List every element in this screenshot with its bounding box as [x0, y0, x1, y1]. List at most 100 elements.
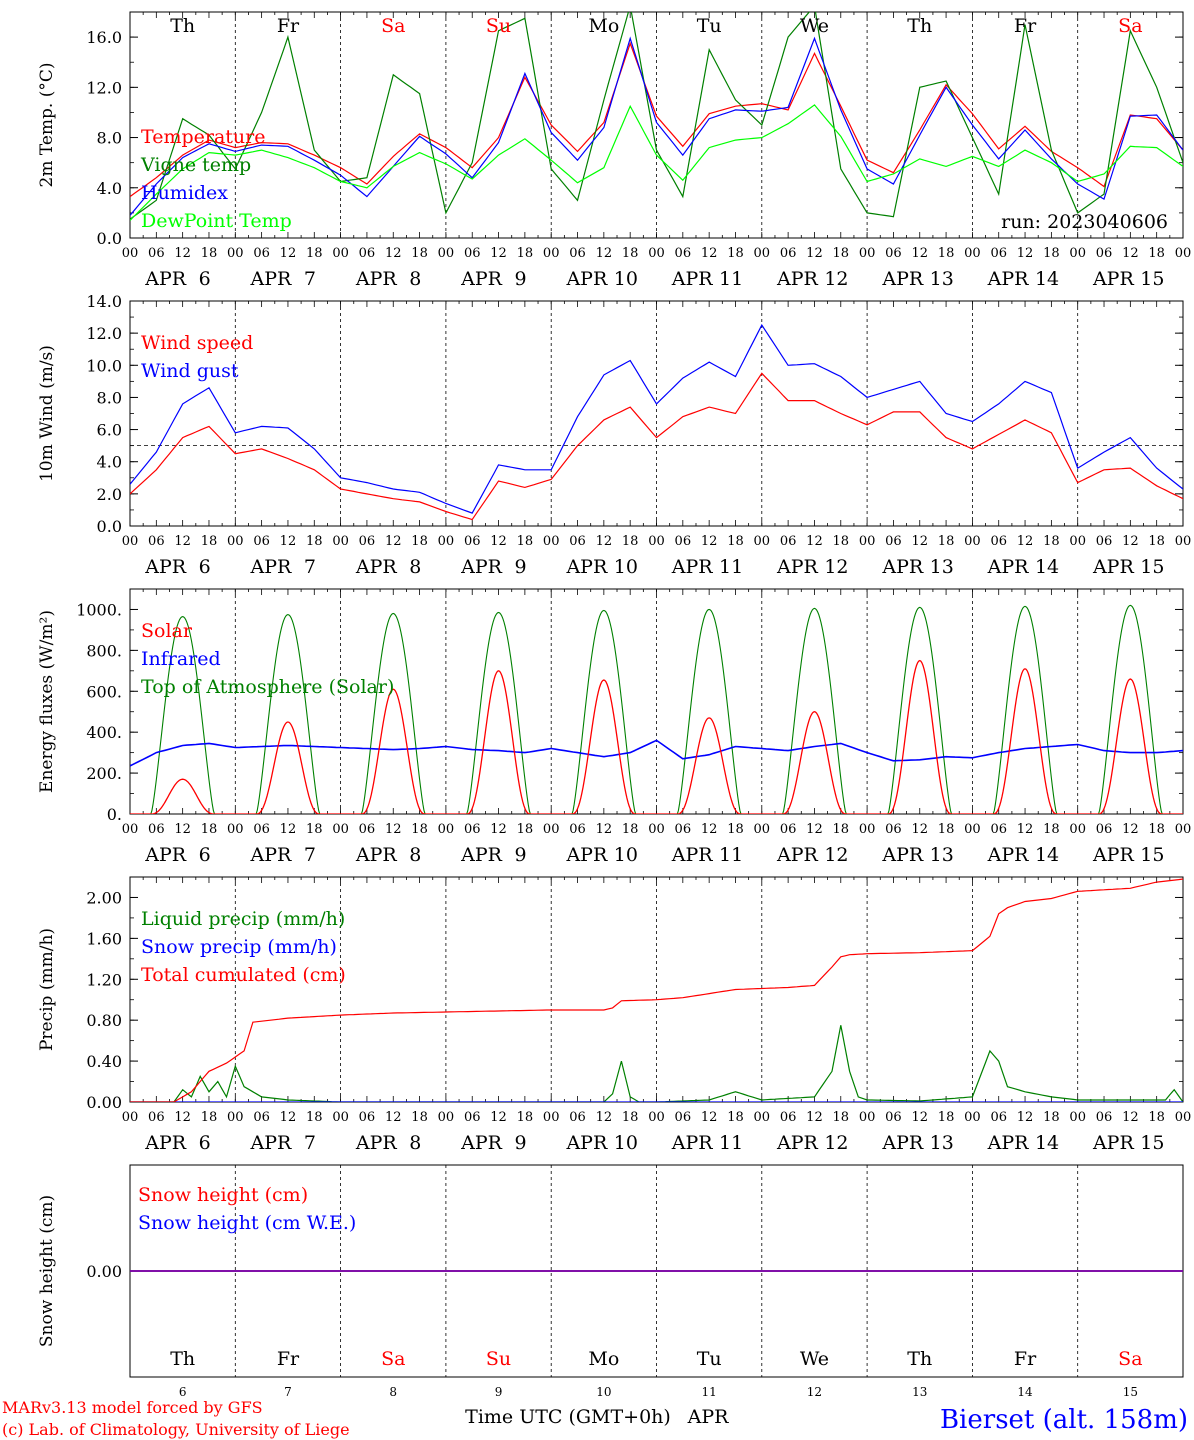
date-month: APR: [355, 556, 398, 578]
x-tick-label: 00: [754, 534, 771, 549]
x-tick-label: 06: [359, 822, 376, 837]
x-tick-label: 00: [1175, 246, 1192, 261]
weekday-label: Sa: [381, 15, 405, 37]
date-day: 13: [930, 556, 954, 578]
date-month: APR: [460, 268, 503, 290]
x-tick-label: 06: [464, 246, 481, 261]
x-tick-label: 18: [1043, 1110, 1060, 1125]
date-day: 13: [930, 1132, 954, 1154]
x-tick-label: 12: [174, 1110, 191, 1125]
x-tick-label: 12: [701, 534, 718, 549]
legend-entry: Temperature: [141, 126, 265, 148]
series-line-3: [130, 878, 1183, 1102]
x-tick-label: 00: [438, 246, 455, 261]
date-day: 9: [515, 844, 527, 866]
y-tick-label: 6.0: [97, 421, 122, 440]
x-tick-label: 00: [1175, 1110, 1192, 1125]
date-day: 14: [1035, 1132, 1059, 1154]
date-label: APR 8: [355, 844, 421, 866]
weekday-label: Fr: [277, 15, 300, 37]
y-tick-label: 12.0: [86, 324, 122, 343]
panel-3: 0. 200. 400. 600. 800. 1000. Energy fluxes (W/…: [37, 588, 1191, 866]
date-day: 9: [515, 1132, 527, 1154]
x-tick-label: 18: [1148, 534, 1165, 549]
x-tick-label: 06: [148, 822, 165, 837]
date-month: APR: [671, 556, 714, 578]
date-month: APR: [987, 1132, 1030, 1154]
date-month: APR: [987, 556, 1030, 578]
x-tick-label: 12: [596, 534, 613, 549]
x-tick-label: 18: [1148, 822, 1165, 837]
x-tick-label: 06: [464, 822, 481, 837]
date-month: APR: [144, 844, 187, 866]
y-tick-label: 0.: [107, 805, 122, 824]
x-tick-label: 00: [964, 246, 981, 261]
x-tick-label: 18: [938, 822, 955, 837]
date-label: APR 8: [355, 1132, 421, 1154]
date-month: APR: [671, 1132, 714, 1154]
x-tick-label: 12: [490, 822, 507, 837]
x-tick-label: 00: [332, 534, 349, 549]
date-day: 14: [1035, 268, 1059, 290]
bottom-date-number: 8: [389, 1385, 397, 1399]
x-tick-label: 06: [148, 534, 165, 549]
x-tick-label: 18: [622, 822, 639, 837]
panel-1: 0.0 4.0 8.0 12.0 16.0 2m Temp. (°C) Temperatur…: [37, 11, 1192, 290]
x-tick-label: 00: [332, 246, 349, 261]
panel-2: 0.0 2.0 4.0 6.0 8.0 10.0 12.0 14.0 10m Wind (m/s…: [37, 292, 1191, 578]
weekday-label: Mo: [588, 1348, 619, 1370]
y-tick-label: 0.0: [97, 517, 122, 536]
weekday-label: Th: [907, 1348, 932, 1370]
x-tick-label: 06: [1096, 246, 1113, 261]
y-tick-label: 400.: [86, 723, 122, 742]
x-tick-label: 00: [648, 246, 665, 261]
x-tick-label: 06: [990, 822, 1007, 837]
x-tick-label: 18: [622, 1110, 639, 1125]
date-day: 7: [304, 844, 316, 866]
date-day: 11: [719, 268, 743, 290]
date-label: APR 7: [250, 268, 316, 290]
x-tick-label: 18: [411, 822, 428, 837]
series-line-infrared: [130, 739, 1183, 767]
date-month: APR: [565, 1132, 608, 1154]
weekday-label: Su: [486, 15, 511, 37]
x-tick-label: 06: [464, 534, 481, 549]
date-month: APR: [355, 268, 398, 290]
date-day: 12: [824, 844, 848, 866]
date-month: APR: [1092, 556, 1135, 578]
x-tick-label: 18: [938, 534, 955, 549]
x-tick-label: 06: [569, 246, 586, 261]
date-month: APR: [565, 268, 608, 290]
x-tick-label: 00: [438, 1110, 455, 1125]
x-tick-label: 00: [438, 822, 455, 837]
date-month: APR: [144, 1132, 187, 1154]
legend-entry: Wind gust: [141, 360, 239, 382]
bottom-date-number: 15: [1123, 1385, 1138, 1399]
panel-4: 0.00 0.40 0.80 1.20 1.60 2.00 Precip (mm/h) Liq…: [37, 876, 1192, 1154]
y-tick-label: 600.: [86, 682, 122, 701]
y-axis-label: 10m Wind (m/s): [37, 345, 57, 482]
weekday-label: Tu: [697, 15, 722, 37]
series-line-2: [130, 323, 1183, 514]
x-tick-label: 12: [385, 1110, 402, 1125]
x-tick-label: 12: [1122, 534, 1139, 549]
x-tick-label: 18: [833, 822, 850, 837]
x-tick-label: 00: [543, 246, 560, 261]
x-tick-label: 18: [1043, 246, 1060, 261]
date-day: 10: [614, 268, 638, 290]
x-tick-label: 12: [280, 1110, 297, 1125]
x-tick-label: 18: [1148, 1110, 1165, 1125]
legend-entry: DewPoint Temp: [141, 210, 292, 232]
legend-entry: Vigne temp: [140, 154, 251, 176]
x-tick-label: 06: [990, 246, 1007, 261]
bottom-date-number: 13: [912, 1385, 927, 1399]
date-day: 6: [199, 844, 211, 866]
x-tick-label: 06: [675, 822, 692, 837]
x-tick-label: 00: [964, 822, 981, 837]
x-tick-label: 00: [648, 1110, 665, 1125]
x-tick-label: 12: [385, 534, 402, 549]
bottom-date-number: 9: [495, 1385, 503, 1399]
date-label: APR 10: [565, 844, 638, 866]
x-tick-label: 06: [675, 246, 692, 261]
date-day: 8: [409, 268, 421, 290]
